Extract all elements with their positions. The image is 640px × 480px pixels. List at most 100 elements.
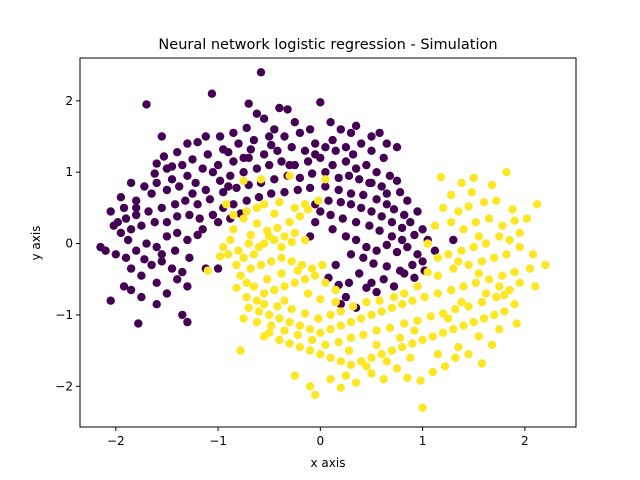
data-point-class-1	[440, 362, 450, 371]
data-point-class-0	[280, 132, 289, 141]
data-point-class-1	[311, 271, 320, 280]
data-point-class-0	[232, 183, 241, 193]
data-point-class-1	[277, 242, 286, 252]
data-point-class-1	[326, 310, 335, 320]
data-point-class-1	[316, 350, 325, 359]
data-point-class-0	[372, 246, 381, 255]
data-point-class-0	[152, 178, 161, 188]
data-point-class-1	[300, 309, 310, 318]
data-point-class-1	[451, 353, 460, 362]
data-point-class-0	[215, 176, 225, 185]
data-point-class-0	[137, 271, 146, 280]
data-point-class-0	[150, 218, 159, 227]
data-point-class-0	[331, 146, 340, 155]
data-point-class-0	[341, 232, 351, 241]
data-point-class-1	[451, 305, 460, 314]
data-point-class-0	[198, 164, 207, 173]
data-point-class-0	[256, 68, 266, 77]
x-tick-label: −2	[107, 434, 125, 448]
data-point-class-1	[275, 198, 284, 207]
data-point-class-0	[382, 240, 391, 250]
data-point-class-1	[495, 325, 504, 334]
data-point-class-0	[207, 89, 217, 98]
data-point-class-0	[382, 262, 391, 271]
data-point-class-1	[397, 300, 407, 309]
data-point-class-1	[314, 314, 323, 323]
data-point-class-1	[500, 290, 509, 300]
data-point-class-1	[285, 317, 294, 327]
data-point-class-0	[290, 118, 299, 127]
data-point-class-1	[487, 340, 497, 350]
data-point-class-1	[481, 239, 491, 248]
data-point-class-1	[477, 297, 487, 307]
data-point-class-1	[474, 269, 483, 278]
data-point-class-0	[377, 182, 386, 191]
data-point-class-0	[365, 221, 374, 230]
data-point-class-0	[326, 118, 335, 127]
data-point-class-0	[183, 171, 192, 180]
data-point-class-1	[321, 340, 330, 350]
data-point-class-0	[162, 232, 172, 241]
data-point-class-0	[185, 253, 194, 262]
data-point-class-0	[109, 221, 118, 230]
data-point-class-0	[341, 157, 351, 166]
data-point-class-0	[283, 105, 292, 114]
data-point-class-0	[157, 250, 166, 259]
data-point-class-1	[454, 257, 463, 266]
data-point-class-1	[428, 367, 437, 377]
data-point-class-1	[454, 342, 463, 352]
data-point-class-0	[406, 218, 415, 227]
data-point-class-0	[392, 247, 402, 257]
data-point-class-0	[167, 175, 177, 184]
data-point-class-0	[119, 203, 129, 213]
data-point-class-0	[229, 128, 238, 138]
data-point-class-1	[311, 390, 320, 400]
data-point-class-1	[464, 202, 473, 211]
data-point-class-0	[324, 196, 333, 205]
data-point-class-0	[142, 239, 151, 248]
data-point-class-1	[372, 326, 381, 335]
data-point-class-0	[121, 214, 131, 223]
data-point-class-1	[362, 297, 371, 307]
data-point-class-1	[277, 253, 286, 262]
data-point-class-1	[305, 382, 315, 391]
data-point-class-1	[280, 326, 289, 335]
data-point-class-1	[522, 214, 532, 223]
data-point-class-0	[334, 185, 343, 195]
data-point-class-1	[479, 198, 489, 207]
data-point-class-0	[249, 135, 259, 145]
data-point-class-1	[387, 303, 397, 312]
data-point-class-1	[500, 307, 509, 316]
data-point-class-1	[285, 171, 294, 180]
data-point-class-1	[477, 257, 487, 266]
data-point-class-1	[219, 242, 228, 252]
data-point-class-0	[178, 310, 187, 320]
data-point-class-1	[532, 200, 542, 209]
data-point-class-1	[307, 264, 317, 273]
data-point-class-0	[369, 259, 378, 268]
data-point-class-0	[183, 282, 192, 291]
data-point-class-1	[318, 260, 327, 270]
data-point-class-1	[400, 289, 409, 298]
data-point-class-1	[226, 235, 235, 245]
data-point-class-1	[471, 218, 480, 227]
data-point-class-1	[410, 326, 419, 335]
data-point-class-0	[106, 296, 115, 305]
data-point-class-0	[173, 148, 182, 157]
data-point-class-0	[219, 188, 228, 197]
data-point-class-1	[528, 250, 538, 259]
data-point-class-1	[232, 283, 241, 292]
data-point-class-1	[280, 296, 289, 305]
data-point-class-0	[175, 182, 184, 191]
data-point-class-1	[471, 278, 480, 287]
data-point-class-0	[328, 135, 337, 145]
data-point-class-0	[191, 178, 200, 188]
data-point-class-0	[389, 282, 399, 291]
data-point-class-1	[408, 296, 417, 305]
data-point-class-0	[267, 140, 276, 150]
data-point-class-1	[433, 350, 443, 359]
data-point-class-1	[242, 278, 251, 287]
data-point-class-1	[375, 296, 384, 305]
data-point-class-0	[410, 230, 419, 240]
data-point-class-1	[379, 375, 388, 384]
